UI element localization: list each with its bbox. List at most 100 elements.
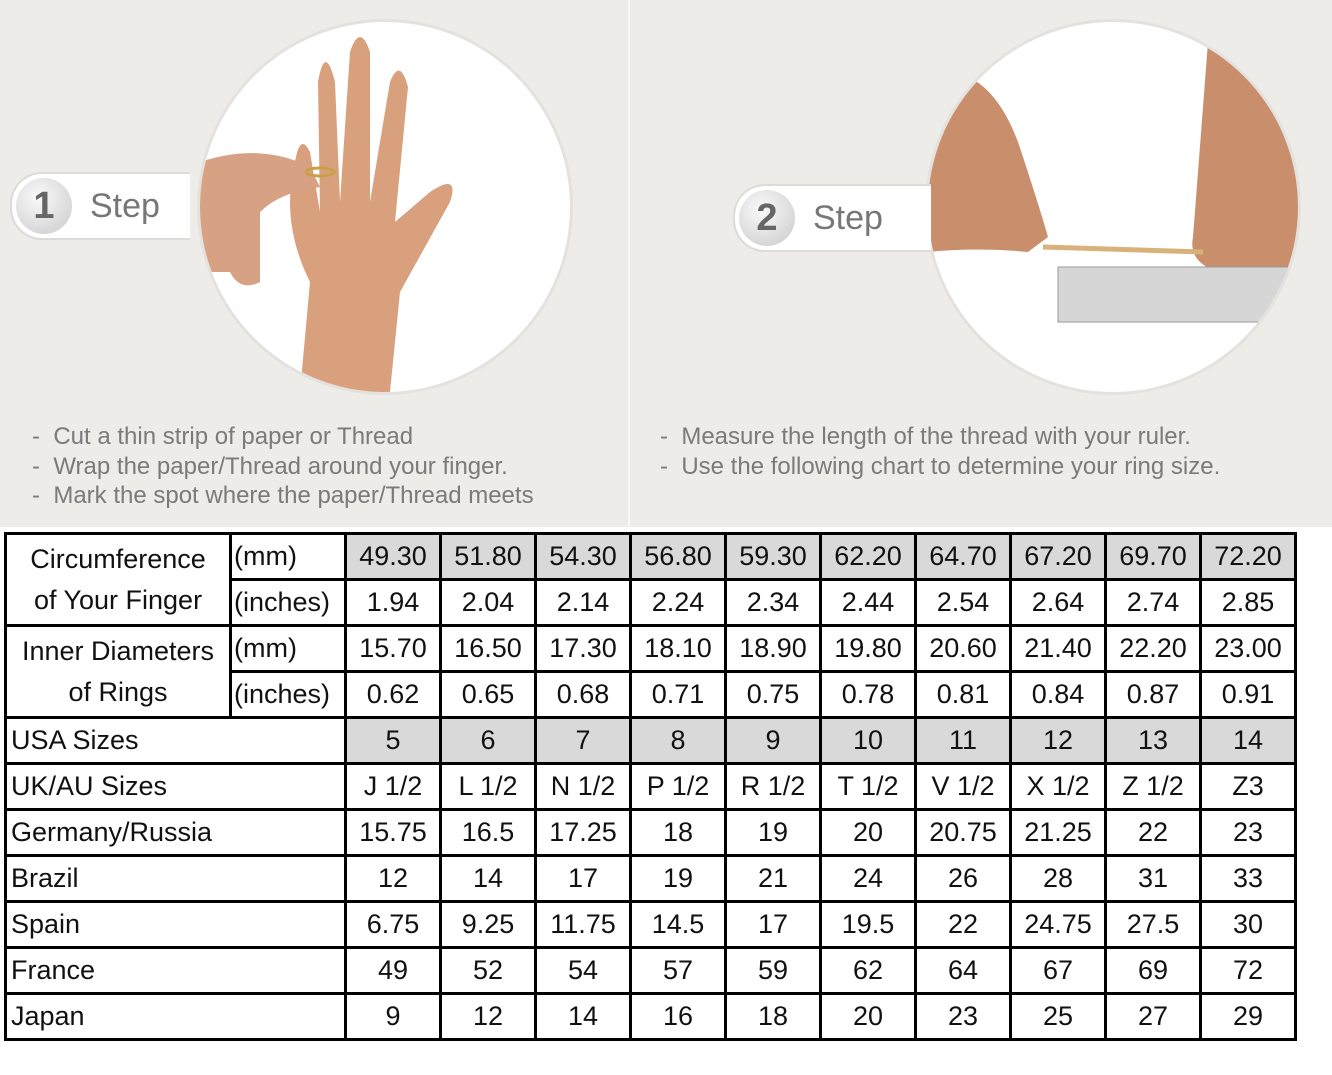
- table-cell: 9: [724, 716, 822, 765]
- label-line: of Your Finger: [33, 584, 203, 615]
- table-cell: 27.5: [1104, 900, 1202, 949]
- table-cell: 31: [1104, 854, 1202, 903]
- table-cell: 17.30: [534, 624, 632, 673]
- table-cell: 21.25: [1009, 808, 1107, 857]
- table-cell: 67.20: [1009, 532, 1107, 581]
- table-cell: 2.85: [1199, 578, 1297, 627]
- table-cell: 18: [629, 808, 727, 857]
- row-label: USA Sizes: [4, 716, 347, 765]
- table-cell: 7: [534, 716, 632, 765]
- row-label: Spain: [4, 900, 347, 949]
- table-cell: 14.5: [629, 900, 727, 949]
- table-cell: 19: [629, 854, 727, 903]
- table-cell: 13: [1104, 716, 1202, 765]
- table-cell: N 1/2: [534, 762, 632, 811]
- table-row: Japan 9 12 14 16 18 20 23 25 27 29: [4, 992, 1297, 1041]
- table-cell: 0.81: [914, 670, 1012, 719]
- unit-label: (mm): [229, 532, 347, 581]
- table-cell: 12: [439, 992, 537, 1041]
- step1-photo: [200, 22, 570, 392]
- table-cell: 18.10: [629, 624, 727, 673]
- table-cell: 27: [1104, 992, 1202, 1041]
- step2-instructions: Measure the length of the thread with yo…: [660, 422, 1220, 481]
- row-label: UK/AU Sizes: [4, 762, 347, 811]
- table-cell: 30: [1199, 900, 1297, 949]
- table-cell: 21.40: [1009, 624, 1107, 673]
- instruction: Wrap the paper/Thread around your finger…: [32, 452, 534, 482]
- table-cell: 22.20: [1104, 624, 1202, 673]
- table-row: UK/AU Sizes J 1/2 L 1/2 N 1/2 P 1/2 R 1/2 T 1/…: [4, 762, 1297, 811]
- table-cell: L 1/2: [439, 762, 537, 811]
- unit-label: (inches): [229, 671, 347, 719]
- diameter-label: Inner Diameters of Rings: [4, 624, 232, 719]
- table-row: Spain 6.75 9.25 11.75 14.5 17 19.5 22 24.75 27.5 3…: [4, 900, 1297, 949]
- table-cell: 64.70: [914, 532, 1012, 581]
- table-cell: 20: [819, 808, 917, 857]
- table-cell: 2.14: [534, 578, 632, 627]
- step1-number: 1: [16, 178, 72, 234]
- table-cell: 19: [724, 808, 822, 857]
- table-cell: 14: [439, 854, 537, 903]
- table-cell: 0.68: [534, 670, 632, 719]
- instruction: Use the following chart to determine you…: [660, 452, 1220, 482]
- table-cell: 17: [724, 900, 822, 949]
- table-cell: T 1/2: [819, 762, 917, 811]
- unit-label: (mm): [229, 624, 347, 673]
- table-cell: 0.62: [344, 670, 442, 719]
- table-cell: 51.80: [439, 532, 537, 581]
- step2-badge: 2 Step: [733, 184, 931, 252]
- table-row: France 49 52 54 57 59 62 64 67 69 72: [4, 946, 1297, 995]
- table-cell: 16: [629, 992, 727, 1041]
- table-cell: 12: [1009, 716, 1107, 765]
- table-row-circumference-inches: (inches) 1.94 2.04 2.14 2.24 2.34 2.44 2.54 2.64…: [6, 578, 1297, 627]
- table-cell: 9.25: [439, 900, 537, 949]
- table-cell: 59.30: [724, 532, 822, 581]
- table-cell: 54.30: [534, 532, 632, 581]
- table-cell: 0.91: [1199, 670, 1297, 719]
- step2-label: Step: [813, 198, 883, 237]
- table-cell: 24.75: [1009, 900, 1107, 949]
- table-cell: 19.5: [819, 900, 917, 949]
- table-cell: 72: [1199, 946, 1297, 995]
- table-cell: 24: [819, 854, 917, 903]
- ring-size-table: Circumference of Your Finger (mm) 49.30 51.8…: [4, 532, 1297, 1041]
- row-label: Japan: [4, 992, 347, 1041]
- table-cell: 23: [914, 992, 1012, 1041]
- step1-badge: 1 Step: [10, 172, 190, 240]
- step2-photo: [928, 22, 1298, 392]
- table-cell: 0.84: [1009, 670, 1107, 719]
- table-cell: 69.70: [1104, 532, 1202, 581]
- table-cell: 1.94: [344, 578, 442, 627]
- table-cell: 23.00: [1199, 624, 1297, 673]
- table-cell: 49: [344, 946, 442, 995]
- table-cell: 33: [1199, 854, 1297, 903]
- table-row: Germany/Russia 15.75 16.5 17.25 18 19 20 20.75 2…: [4, 808, 1297, 857]
- table-cell: 25: [1009, 992, 1107, 1041]
- table-cell: J 1/2: [344, 762, 442, 811]
- step2-number: 2: [739, 190, 795, 246]
- circumference-label: Circumference of Your Finger: [4, 532, 232, 627]
- table-cell: 14: [1199, 716, 1297, 765]
- hand-measuring-finger-icon: [200, 37, 453, 392]
- ruler-measuring-thread-icon: [928, 42, 1298, 323]
- table-cell: 62.20: [819, 532, 917, 581]
- table-cell: 0.87: [1104, 670, 1202, 719]
- table-cell: 62: [819, 946, 917, 995]
- table-cell: 20: [819, 992, 917, 1041]
- table-cell: 18: [724, 992, 822, 1041]
- table-cell: 26: [914, 854, 1012, 903]
- table-cell: X 1/2: [1009, 762, 1107, 811]
- table-cell: 21: [724, 854, 822, 903]
- table-cell: 59: [724, 946, 822, 995]
- label-line: Inner Diameters: [21, 635, 215, 666]
- table-cell: 2.54: [914, 578, 1012, 627]
- table-cell: 22: [1104, 808, 1202, 857]
- table-cell: 49.30: [344, 532, 442, 581]
- table-cell: 2.34: [724, 578, 822, 627]
- table-cell: P 1/2: [629, 762, 727, 811]
- instruction: Cut a thin strip of paper or Thread: [32, 422, 534, 452]
- table-cell: 8: [629, 716, 727, 765]
- table-cell: 2.44: [819, 578, 917, 627]
- table-cell: 18.90: [724, 624, 822, 673]
- table-cell: 6: [439, 716, 537, 765]
